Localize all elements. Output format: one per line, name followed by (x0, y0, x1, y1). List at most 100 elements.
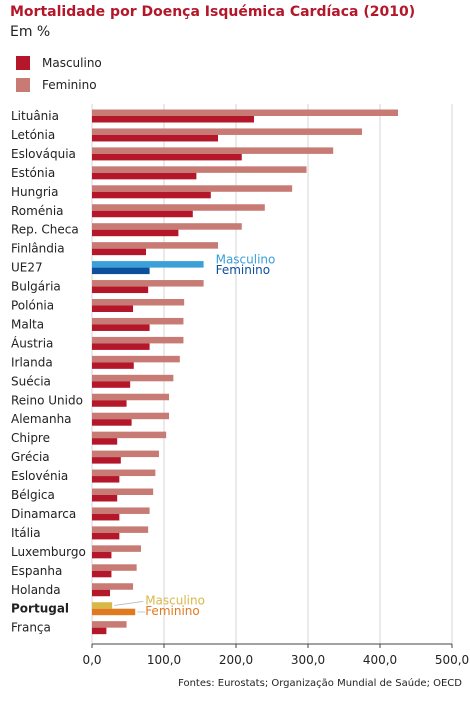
bar-masculino-hungria (92, 191, 211, 199)
bar-masculino-polonia (92, 305, 134, 312)
bar-masculino-italia (92, 532, 120, 540)
bar-feminino-lituania (92, 109, 398, 116)
category-label-eslovaquia: Eslováquia (11, 147, 76, 161)
category-label-malta: Malta (11, 317, 44, 331)
category-label-holanda: Holanda (11, 583, 61, 597)
bar-feminino-estonia (92, 166, 307, 173)
bar-masculino-dinamarca (92, 513, 120, 521)
category-label-estonia: Estónia (11, 166, 55, 180)
bar-feminino-malta (92, 317, 184, 325)
bar-masculino-finlandia (92, 248, 146, 256)
category-label-espanha: Espanha (11, 564, 62, 578)
category-label-letonia: Letónia (11, 128, 55, 142)
category-label-bulgaria: Bulgária (11, 280, 61, 294)
bar-masculino-estonia (92, 172, 197, 180)
bar-feminino-reino-unido (92, 393, 170, 401)
bar-masculino-reino-unido (92, 400, 127, 407)
bar-feminino-hungria (92, 185, 293, 192)
annotation-leader (114, 601, 144, 606)
bar-feminino-rep-checa (92, 223, 242, 230)
category-label-irlanda: Irlanda (11, 355, 53, 369)
category-label-grecia: Grécia (11, 450, 50, 464)
bar-feminino-chipre (92, 431, 167, 439)
annotation-masculino-portugal: Masculino (145, 594, 205, 608)
category-label-finlandia: Finlândia (11, 242, 65, 256)
legend-item-masculino: Masculino (16, 52, 102, 74)
legend-swatch-masculino (16, 56, 30, 70)
bar-feminino-finlandia (92, 242, 218, 249)
bar-feminino-espanha (92, 564, 137, 571)
bar-masculino-lituania (92, 116, 254, 123)
bar-masculino-letonia (92, 134, 218, 142)
bar-masculino-irlanda (92, 362, 134, 369)
bar-masculino-portugal (92, 608, 136, 616)
bar-masculino-suecia (92, 381, 131, 388)
bar-masculino-holanda (92, 589, 110, 597)
legend: Masculino Feminino (16, 52, 102, 96)
bar-masculino-rep-checa (92, 229, 179, 237)
x-tick-label: 200,0 (219, 653, 253, 667)
category-label-ue27: UE27 (11, 261, 43, 275)
bar-masculino-luxemburgo (92, 551, 112, 559)
bar-feminino-ue27 (92, 261, 204, 268)
category-label-eslovenia: Eslovénia (11, 469, 68, 483)
category-label-austria: Áustria (11, 335, 53, 350)
legend-item-feminino: Feminino (16, 74, 102, 96)
category-label-reino-unido: Reino Unido (11, 393, 83, 407)
bar-feminino-holanda (92, 583, 134, 590)
category-label-belgica: Bélgica (11, 488, 55, 502)
category-label-chipre: Chipre (11, 431, 50, 445)
x-tick-label: 400,0 (363, 653, 397, 667)
x-tick-label: 500,0 (435, 653, 469, 667)
legend-label-feminino: Feminino (42, 78, 97, 92)
category-label-polonia: Polónia (11, 299, 54, 313)
annotation-feminino-ue27: Feminino (216, 263, 271, 277)
category-label-dinamarca: Dinamarca (11, 507, 76, 521)
bar-feminino-romenia (92, 204, 265, 211)
legend-swatch-feminino (16, 78, 30, 92)
bar-feminino-suecia (92, 374, 174, 382)
x-tick-label: 300,0 (291, 653, 325, 667)
annotation-feminino-portugal: Feminino (145, 604, 200, 618)
bar-feminino-luxemburgo (92, 545, 141, 552)
bar-feminino-eslovaquia (92, 147, 334, 154)
bar-masculino-eslovenia (92, 476, 120, 483)
bar-feminino-polonia (92, 299, 185, 306)
bar-masculino-espanha (92, 570, 112, 578)
bar-masculino-grecia (92, 457, 121, 464)
bar-masculino-austria (92, 343, 150, 350)
bar-feminino-bulgaria (92, 280, 204, 287)
bar-feminino-portugal (92, 602, 113, 609)
x-tick-label: 100,0 (147, 653, 181, 667)
bar-feminino-alemanha (92, 412, 170, 420)
bar-masculino-ue27 (92, 267, 150, 275)
category-label-luxemburgo: Luxemburgo (11, 545, 86, 559)
bar-feminino-austria (92, 336, 184, 344)
bar-feminino-dinamarca (92, 507, 150, 514)
x-tick-label: 0,0 (82, 653, 101, 667)
category-label-italia: Itália (11, 526, 41, 540)
category-label-lituania: Lituânia (11, 109, 59, 123)
bar-feminino-irlanda (92, 355, 180, 363)
annotation-masculino-ue27: Masculino (216, 253, 276, 267)
bar-feminino-italia (92, 526, 149, 533)
bar-feminino-eslovenia (92, 469, 156, 477)
bar-masculino-eslovaquia (92, 153, 242, 161)
bar-masculino-malta (92, 324, 150, 331)
category-label-franca: França (11, 621, 51, 635)
chart-subtitle: Em % (10, 24, 51, 40)
category-label-romenia: Roménia (11, 204, 64, 218)
legend-label-masculino: Masculino (42, 56, 102, 70)
source-note: Fontes: Eurostats; Organização Mundial d… (178, 678, 462, 689)
category-label-hungria: Hungria (11, 185, 58, 199)
bar-masculino-belgica (92, 495, 118, 502)
bar-masculino-franca (92, 627, 107, 635)
bar-masculino-romenia (92, 210, 193, 218)
category-label-portugal: Portugal (11, 602, 69, 616)
chart-title: Mortalidade por Doença Isquémica Cardíac… (10, 4, 416, 20)
bar-feminino-belgica (92, 488, 154, 495)
bar-masculino-bulgaria (92, 286, 149, 294)
bar-feminino-franca (92, 621, 127, 628)
bar-feminino-grecia (92, 450, 159, 458)
